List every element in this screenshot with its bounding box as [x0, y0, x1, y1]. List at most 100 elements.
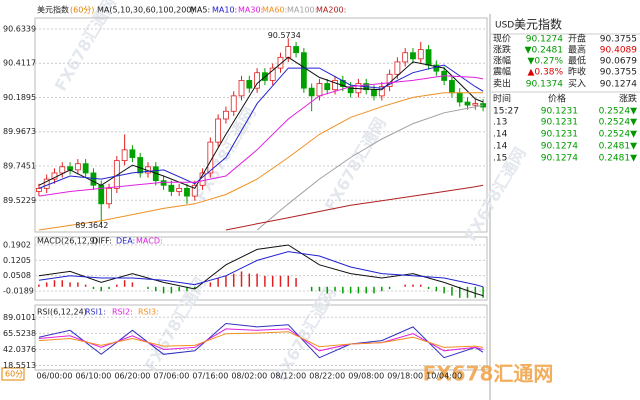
quote-code: USD: [495, 21, 514, 31]
candle-body: [129, 149, 136, 158]
line: [38, 75, 484, 197]
tick-change: 0.2481▼: [599, 154, 637, 164]
macd-bar: [287, 275, 290, 287]
candle-body: [160, 180, 167, 186]
x-tick-label: 07/06:00: [153, 372, 189, 381]
candle-body: [106, 187, 112, 205]
legend-entry: RSI3:: [138, 308, 159, 317]
macd-bar: [178, 286, 180, 292]
line: [38, 64, 484, 189]
y-tick-label: 0.1205: [3, 256, 31, 265]
macd-bar: [427, 286, 430, 290]
candle-body: [324, 83, 331, 91]
legend-entry: MA60:: [262, 6, 287, 15]
candle-body: [121, 149, 128, 162]
macd-bar: [412, 284, 414, 287]
y-tick-label: 89.7451: [3, 161, 36, 170]
macd-bar: [256, 273, 258, 287]
quote-value: 90.4089: [600, 46, 637, 56]
tick-price: 90.1231: [541, 107, 578, 117]
candle-body: [417, 49, 424, 60]
macd-bar: [209, 282, 212, 287]
tick-time: .13: [493, 118, 507, 128]
macd-bar: [53, 280, 56, 287]
x-tick-label: 10/04:00: [426, 372, 462, 381]
macd-bar: [155, 286, 157, 292]
tick-time: .14: [493, 142, 508, 152]
macd-bar: [147, 286, 149, 290]
candle-body: [300, 52, 307, 89]
period-button[interactable]: [1, 367, 25, 381]
macd-bar: [404, 284, 406, 287]
candle-body: [246, 80, 253, 89]
x-tick-label: 07/16:00: [192, 372, 228, 381]
low-annotation: 89.3642: [75, 221, 108, 230]
x-tick-label: 08/12:00: [270, 372, 306, 381]
period-button-label[interactable]: 60分: [5, 370, 23, 379]
macd-label: MACD(26,12,9): [37, 237, 98, 246]
x-tick-label: 09/08:00: [348, 372, 384, 381]
y-tick-label: 0.0508: [3, 271, 31, 280]
candle-body: [269, 67, 276, 81]
quote-label: 震幅: [493, 66, 511, 78]
legend-entry: MA100:: [287, 6, 317, 15]
macd-bar: [388, 286, 391, 290]
candle-body: [113, 160, 120, 189]
macd-bar: [342, 286, 344, 294]
macd-bar: [116, 284, 118, 287]
y-tick-label: -0.0189: [3, 286, 34, 295]
macd-bar: [123, 280, 126, 287]
candle-body: [472, 103, 479, 106]
y-tick-label: 0.1902: [3, 241, 31, 250]
quote-label: 昨收: [568, 66, 586, 78]
macd-bar: [108, 286, 110, 290]
x-tick-label: 06/00:00: [37, 372, 73, 381]
candle-body: [332, 80, 338, 91]
macd-bar: [373, 286, 375, 294]
candle-body: [464, 101, 471, 106]
quote-value: 90.1274: [600, 80, 637, 90]
macd-bar: [334, 286, 336, 292]
ma-label: MA(5,10,30,60,100,200): [97, 6, 195, 15]
quote-value: 90.1374: [526, 80, 563, 90]
macd-bar: [458, 286, 461, 298]
macd-bar: [295, 278, 297, 287]
candle-body: [449, 80, 455, 94]
y-tick-label: 65.5238: [3, 329, 36, 338]
x-tick-label: 08/22:00: [309, 372, 345, 381]
tick-change: 0.2524▼: [599, 118, 637, 128]
quote-label: 卖出: [493, 78, 511, 90]
tick-time: .14: [493, 130, 508, 140]
candle-body: [137, 157, 144, 174]
y-tick-label: 18.5513: [3, 361, 36, 370]
quote-value: 90.3755: [600, 68, 637, 78]
legend-entry: MACD:: [136, 237, 163, 246]
tick-change: 0.2524▼: [599, 107, 637, 117]
macd-bar: [186, 286, 188, 292]
y-tick-label: 90.6339: [3, 24, 36, 33]
macd-bar: [381, 286, 383, 292]
macd-bar: [264, 275, 266, 287]
macd-bar: [326, 286, 328, 294]
tick-time: .15: [493, 154, 507, 164]
y-tick-label: 90.1895: [3, 93, 36, 102]
candle-body: [410, 52, 416, 60]
candle-body: [215, 118, 222, 143]
macd-bar: [248, 273, 251, 287]
quote-name: 美元指数: [514, 17, 562, 32]
candle-body: [238, 80, 245, 97]
macd-bar: [482, 286, 484, 298]
macd-bar: [420, 284, 422, 287]
candle-body: [35, 187, 42, 192]
candle-body: [59, 166, 66, 174]
candle-body: [82, 163, 89, 174]
line: [38, 56, 484, 190]
macd-bar: [45, 282, 48, 287]
quote-label: 现价: [493, 34, 511, 45]
macd-frame: [34, 236, 488, 301]
tick-change: 0.2481▼: [599, 142, 637, 152]
rsi-label: RSI(6,12,24): [37, 308, 87, 317]
candle-body: [176, 187, 183, 192]
candle-body: [285, 46, 292, 58]
